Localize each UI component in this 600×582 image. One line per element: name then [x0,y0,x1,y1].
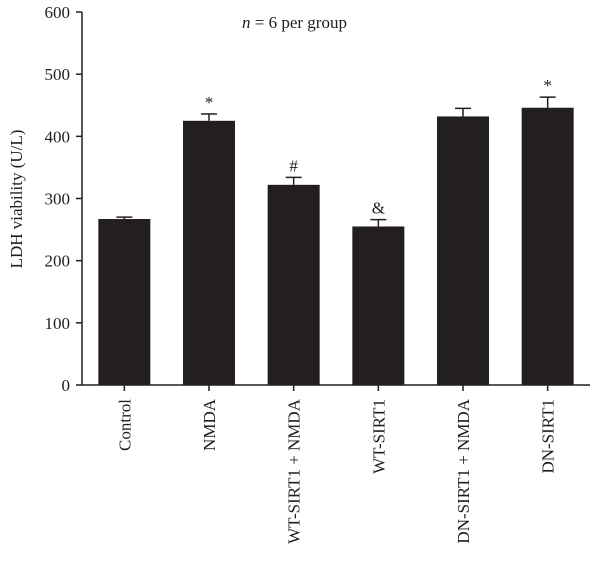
significance-marker: * [205,93,214,112]
x-category-label: NMDA [200,398,219,451]
x-axis: Control NMDA WT-SIRT1 + NMDA WT-SIRT1 DN-SIR… [82,384,590,544]
x-category-label: Control [115,399,134,451]
x-category-label: DN-SIRT1 [539,399,558,474]
y-axis: 0 100 200 300 400 500 600 [45,3,83,395]
x-category-label: WT-SIRT1 + NMDA [285,398,304,544]
y-tick-label: 200 [45,252,71,271]
bar [183,120,235,386]
bars: * # & * [98,76,574,386]
bar [267,184,320,385]
sample-size-symbol: n [242,13,251,32]
bar [352,226,405,385]
significance-marker: * [543,76,552,95]
y-tick-label: 300 [45,190,71,209]
sample-size-text: = 6 per group [251,13,347,32]
y-tick-label: 600 [45,3,71,22]
significance-marker: & [372,199,385,218]
sample-size-annotation: n = 6 per group [242,13,347,32]
x-category-label: DN-SIRT1 + NMDA [454,398,473,543]
x-category-label: WT-SIRT1 [369,399,388,474]
y-tick-label: 400 [45,127,71,146]
y-tick-label: 0 [62,376,71,395]
bar [437,116,489,385]
significance-marker: # [289,156,298,175]
y-axis-label: LDH viability (U/L) [7,130,26,269]
y-tick-label: 100 [45,314,71,333]
y-tick-label: 500 [45,65,71,84]
bar [98,219,151,385]
bar [521,107,574,385]
